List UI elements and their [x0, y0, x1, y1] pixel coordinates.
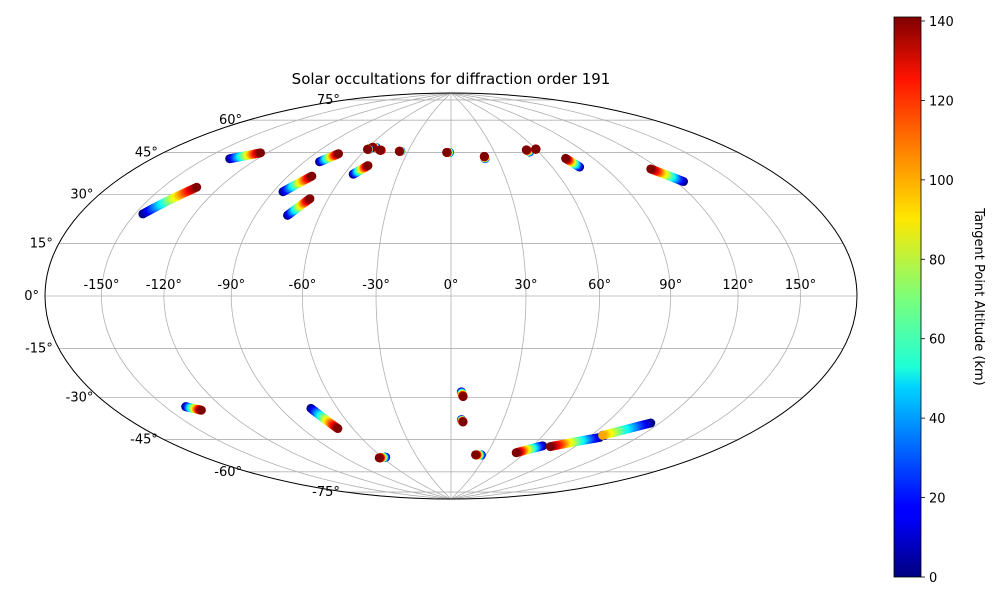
colorbar-ticks: 0 20 40 60 80 100 120 140 — [921, 15, 954, 586]
lat-tick-label: 60° — [219, 113, 242, 128]
colorbar-tick-label: 80 — [929, 253, 946, 268]
colorbar-tick-label: 120 — [929, 94, 954, 109]
lat-tick-label: -45° — [130, 433, 158, 448]
lon-tick-label: 60° — [588, 278, 611, 293]
occultation-point — [333, 424, 343, 434]
occultation-point — [394, 146, 404, 156]
occultation-point — [531, 144, 541, 154]
occultation-point — [363, 161, 373, 171]
lon-tick-label: 30° — [514, 278, 537, 293]
colorbar-tick-label: 20 — [929, 492, 946, 507]
occultation-point — [305, 194, 315, 204]
scatter-points — [138, 142, 688, 463]
colorbar-gradient — [894, 17, 921, 577]
colorbar-tick-label: 40 — [929, 412, 946, 427]
lat-tick-label: 45° — [135, 145, 158, 160]
map-axes: -150° -120° -90° -60° -30° 0° 30° 60° 90° 120° 150… — [24, 92, 858, 500]
colorbar-label: Tangent Point Altitude (km) — [971, 207, 986, 385]
lat-tick-label: -30° — [66, 391, 94, 406]
colorbar-tick-label: 60 — [929, 333, 946, 348]
occultation-point — [521, 145, 531, 155]
occultation-point — [196, 405, 206, 415]
occultation-point — [479, 151, 489, 161]
occultation-point — [256, 148, 265, 158]
occultation-point — [561, 153, 571, 163]
lon-tick-label: -60° — [289, 278, 317, 293]
lon-tick-label: 90° — [659, 278, 682, 293]
occultation-point — [192, 182, 202, 192]
lat-tick-label: 0° — [24, 289, 39, 304]
occultation-point — [471, 450, 481, 460]
colorbar: 0 20 40 60 80 100 120 140 Tangent Point Altitud… — [893, 15, 986, 586]
occultation-point — [458, 417, 468, 427]
lon-tick-label: 0° — [444, 278, 459, 293]
occultation-point — [363, 144, 373, 154]
colorbar-tick-label: 0 — [929, 571, 937, 586]
occultation-point — [334, 149, 344, 159]
chart-title: Solar occultations for diffraction order… — [292, 70, 611, 88]
colorbar-frame — [893, 16, 922, 578]
lat-tick-label: 15° — [30, 236, 53, 251]
occultation-point — [442, 147, 452, 157]
lat-tick-label: -75° — [312, 485, 340, 500]
lon-tick-label: -150° — [83, 278, 119, 293]
lat-tick-label: 30° — [70, 188, 93, 203]
lon-tick-label: -120° — [146, 278, 182, 293]
lon-tick-label: -30° — [362, 278, 390, 293]
colorbar-tick-label: 100 — [929, 174, 954, 189]
lat-tick-label: -60° — [214, 465, 242, 480]
latitude-tick-labels: 75° 60° 45° 30° 15° 0° -15° -30° -45° -60° -75° — [24, 93, 340, 500]
map-boundary — [44, 92, 858, 500]
longitude-tick-labels: -150° -120° -90° -60° -30° 0° 30° 60° 90° 120° 150… — [83, 278, 816, 293]
lon-tick-label: 150° — [785, 278, 816, 293]
occultation-point — [307, 171, 317, 181]
occultation-point — [375, 145, 385, 155]
occultation-point — [598, 430, 608, 440]
lat-tick-label: -15° — [25, 342, 53, 357]
occultation-point — [545, 442, 555, 452]
occultation-point — [646, 164, 656, 174]
occultation-point — [458, 392, 468, 402]
lat-tick-label: 75° — [317, 93, 340, 108]
occultation-point — [374, 453, 384, 463]
colorbar-tick-label: 140 — [929, 15, 954, 30]
lon-tick-label: 120° — [722, 278, 753, 293]
occultation-point — [511, 448, 521, 458]
lon-tick-label: -90° — [217, 278, 245, 293]
